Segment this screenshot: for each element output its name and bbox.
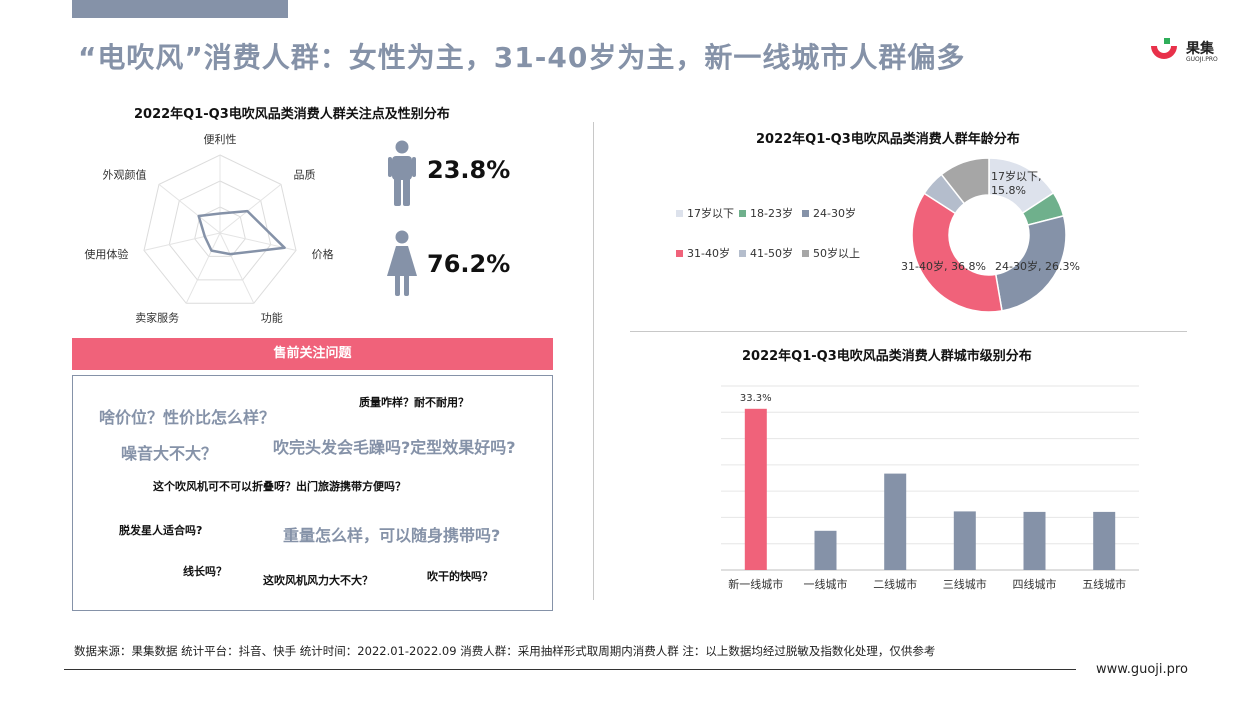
- x-tick-label: 二线城市: [873, 577, 917, 591]
- city-bar-chart: 新一线城市 33.3% 一线城市 二线城市 三线城市 四线城市 五线城市: [721, 385, 1139, 591]
- bar-data-label: 33.3%: [740, 393, 772, 404]
- question-item: 重量怎么样，可以随身携带吗?: [283, 526, 501, 545]
- radar-axis-label: 外观颜值: [103, 168, 147, 181]
- legend-swatch: [676, 210, 683, 217]
- x-tick-label: 三线城市: [943, 577, 987, 591]
- city-bar: [1023, 511, 1046, 570]
- question-item: 线长吗？: [183, 565, 227, 578]
- question-item: 啥价位？性价比怎么样？: [99, 408, 276, 427]
- radar-axis-label: 价格: [312, 247, 334, 261]
- question-item: 吹干的快吗？: [427, 570, 493, 583]
- legend-label: 18-23岁: [750, 206, 793, 220]
- horizontal-divider: [630, 331, 1187, 332]
- radar-chart-title: 2022年Q1-Q3电吹风品类消费人群关注点及性别分布: [134, 107, 450, 122]
- legend-label: 31-40岁: [687, 246, 730, 260]
- question-item: 吹完头发会毛躁吗?定型效果好吗?: [273, 438, 516, 457]
- legend-label: 50岁以上: [813, 246, 860, 260]
- legend-label: 24-30岁: [813, 206, 856, 220]
- footer-rule: [64, 669, 1076, 670]
- question-item: 这个吹风机可不可以折叠呀？出门旅游携带方便吗？: [153, 480, 406, 493]
- donut-data-label: 31-40岁, 36.8%: [901, 259, 986, 273]
- question-item: 这吹风机风力大不大？: [263, 574, 373, 587]
- city-bar: [1093, 511, 1116, 570]
- female-icon: [387, 230, 417, 296]
- legend-swatch: [739, 210, 746, 217]
- city-bar: [814, 530, 837, 570]
- footer-website: www.guoji.pro: [1096, 662, 1188, 677]
- radar-spoke: [158, 184, 221, 234]
- top-accent-bar: [72, 0, 288, 18]
- radar-spoke: [219, 232, 255, 304]
- radar-spoke: [185, 232, 221, 304]
- radar-axis-label: 卖家服务: [135, 311, 179, 325]
- logo-name: 果集: [1186, 41, 1214, 57]
- legend-swatch: [676, 250, 683, 257]
- question-item: 脱发星人适合吗?: [119, 524, 203, 537]
- radar-grid-ring: [168, 180, 272, 281]
- legend-swatch: [802, 250, 809, 257]
- city-bar: [953, 511, 976, 570]
- male-percentage: 23.8%: [427, 156, 511, 184]
- guoji-logo-icon: [1151, 38, 1177, 59]
- radar-axis-label: 使用体验: [84, 247, 128, 261]
- radar-grid-ring: [143, 154, 297, 304]
- radar-axis-label: 功能: [261, 311, 283, 325]
- legend-label: 41-50岁: [750, 246, 793, 260]
- prepurchase-header: 售前关注问题: [72, 338, 553, 370]
- city-bar: [744, 408, 767, 570]
- female-percentage: 76.2%: [427, 250, 511, 278]
- x-tick-label: 五线城市: [1082, 577, 1126, 591]
- donut-data-label: 15.8%: [991, 184, 1026, 197]
- vertical-divider: [593, 122, 594, 600]
- x-tick-label: 新一线城市: [728, 577, 783, 591]
- question-item: 噪音大不大？: [121, 444, 218, 463]
- donut-slice: [911, 192, 1003, 313]
- radar-series-line: [197, 209, 286, 256]
- page-title: “电吹风”消费人群：女性为主，31-40岁为主，新一线城市人群偏多: [78, 41, 966, 74]
- prepurchase-questions-box: 啥价位？性价比怎么样？ 质量咋样？耐不耐用？ 噪音大不大？ 吹完头发会毛躁吗?定…: [72, 375, 553, 611]
- x-tick-label: 四线城市: [1013, 577, 1057, 591]
- radar-spoke: [219, 184, 282, 234]
- brand-logo: 果集 GUOJI.PRO: [1148, 38, 1228, 68]
- donut-data-label: 17岁以下,: [991, 169, 1042, 183]
- question-item: 质量咋样？耐不耐用？: [359, 396, 469, 409]
- logo-subtitle: GUOJI.PRO: [1186, 56, 1218, 63]
- age-donut-chart: 17岁以下,15.8% 24-30岁, 26.3% 31-40岁, 36.8% 17岁…: [676, 157, 1080, 313]
- age-chart-title: 2022年Q1-Q3电吹风品类消费人群年龄分布: [756, 132, 1020, 147]
- radar-axis-label: 便利性: [204, 132, 237, 146]
- donut-slice: [994, 214, 1067, 312]
- radar-spoke: [143, 232, 221, 251]
- city-bar: [884, 473, 907, 570]
- donut-slice: [940, 157, 990, 205]
- male-icon: [388, 140, 416, 206]
- footer-source-note: 数据来源：果集数据 统计平台：抖音、快手 统计时间：2022.01-2022.0…: [74, 644, 936, 658]
- legend-swatch: [739, 250, 746, 257]
- donut-data-label: 24-30岁, 26.3%: [995, 259, 1080, 273]
- city-chart-title: 2022年Q1-Q3电吹风品类消费人群城市级别分布: [742, 349, 1032, 364]
- legend-label: 17岁以下: [687, 206, 734, 220]
- radar-axis-label: 品质: [294, 168, 316, 181]
- x-tick-label: 一线城市: [804, 577, 848, 591]
- legend-swatch: [802, 210, 809, 217]
